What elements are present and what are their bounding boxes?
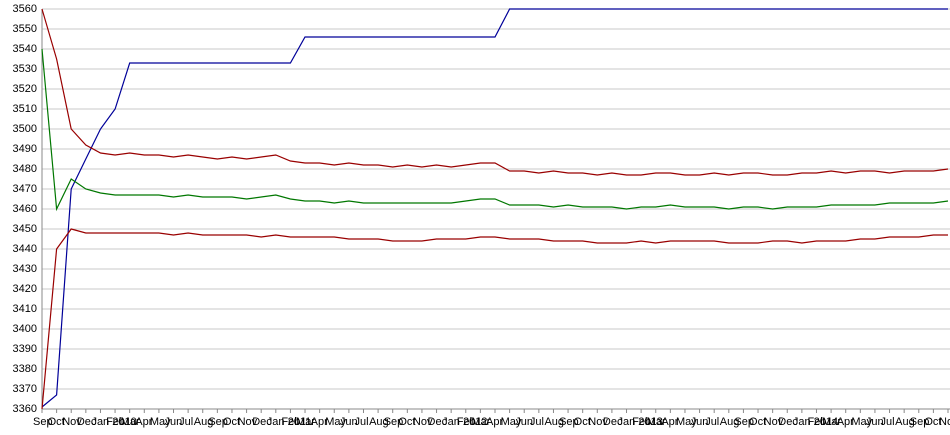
x-tick-label: Jul [881,416,895,428]
series-line [41,48,949,212]
y-tick-label: 3450 [13,223,37,235]
x-tick-label: Jan 2010 [91,416,136,428]
x-tick-label: Aug [369,416,389,428]
y-tick-label: 3370 [13,383,37,395]
x-tick-label: Nov [588,416,608,428]
x-tick-label: Feb [632,416,651,428]
x-tick-label: Apr [837,416,854,428]
x-tick-label: Mar [647,416,666,428]
y-tick-label: 3490 [13,143,37,155]
y-tick-label: 3360 [13,403,37,415]
y-tick-label: 3520 [13,83,37,95]
series-line [41,8,948,408]
x-tick-label: Jul [354,416,368,428]
x-tick-label: Oct [48,416,65,428]
y-tick-label: 3430 [13,263,37,275]
x-tick-label: Jan 2013 [618,416,663,428]
x-tick-label: Jan 2011 [267,416,311,428]
y-tick-label: 3460 [13,203,37,215]
x-tick-label: Dec [778,416,798,428]
x-tick-label: Jan 2012 [442,416,487,428]
x-tick-label: Jun [866,416,884,428]
x-tick-label: Sep [734,416,754,428]
x-tick-label: Oct [924,416,941,428]
x-tick-label: Jun [340,416,358,428]
x-tick-label: Feb [807,416,826,428]
x-tick-label: Oct [398,416,415,428]
y-tick-label: 3380 [13,363,37,375]
x-tick-label: Sep [910,416,930,428]
x-tick-label: May [501,416,522,428]
y-tick-label: 3510 [13,103,37,115]
x-tick-label: Jul [179,416,193,428]
x-tick-label: Oct [574,416,591,428]
x-tick-label: Apr [486,416,503,428]
x-tick-label: Mar [471,416,490,428]
x-tick-label: Apr [135,416,152,428]
y-tick-label: 3420 [13,283,37,295]
x-tick-label: May [150,416,171,428]
y-tick-label: 3440 [13,243,37,255]
x-tick-label: Jun [515,416,533,428]
x-tick-label: Dec [252,416,272,428]
x-tick-label: Sep [559,416,579,428]
x-tick-label: Oct [223,416,240,428]
y-tick-label: 3530 [13,63,37,75]
y-tick-label: 3400 [13,323,37,335]
x-tick-label: Sep [33,416,53,428]
x-tick-label: Dec [428,416,448,428]
x-tick-label: Oct [749,416,766,428]
x-tick-label: Sep [384,416,404,428]
y-tick-label: 3540 [13,43,37,55]
x-tick-label: Jul [530,416,544,428]
x-tick-label: Jan 2014 [793,416,838,428]
y-tick-label: 3390 [13,343,37,355]
x-tick-label: Apr [311,416,328,428]
y-tick-label: 3470 [13,183,37,195]
x-tick-label: May [325,416,346,428]
x-tick-label: Nov [764,416,784,428]
x-tick-label: Aug [194,416,214,428]
series-line [41,228,948,410]
y-tick-label: 3500 [13,123,37,135]
x-tick-label: Apr [661,416,678,428]
x-tick-label: Nov [413,416,433,428]
y-tick-label: 3410 [13,303,37,315]
x-tick-label: Feb [457,416,476,428]
x-tick-label: Feb [281,416,300,428]
x-tick-label: Jul [705,416,719,428]
series-line [41,8,949,176]
x-tick-label: Dec [77,416,97,428]
x-tick-label: Aug [895,416,915,428]
x-tick-label: Nov [238,416,258,428]
x-tick-label: Jun [691,416,709,428]
x-tick-label: Feb [106,416,125,428]
x-tick-label: Mar [121,416,140,428]
x-tick-label: Nov [939,416,950,428]
y-tick-label: 3560 [13,3,37,15]
x-tick-label: May [851,416,872,428]
x-tick-label: Sep [208,416,228,428]
x-tick-label: Aug [544,416,564,428]
x-tick-label: Nov [62,416,82,428]
x-tick-label: May [676,416,697,428]
x-tick-label: Jun [165,416,183,428]
y-tick-label: 3550 [13,23,37,35]
x-tick-label: Mar [822,416,841,428]
x-tick-label: Aug [720,416,740,428]
x-tick-label: Mar [296,416,315,428]
y-tick-label: 3480 [13,163,37,175]
x-tick-label: Dec [603,416,623,428]
